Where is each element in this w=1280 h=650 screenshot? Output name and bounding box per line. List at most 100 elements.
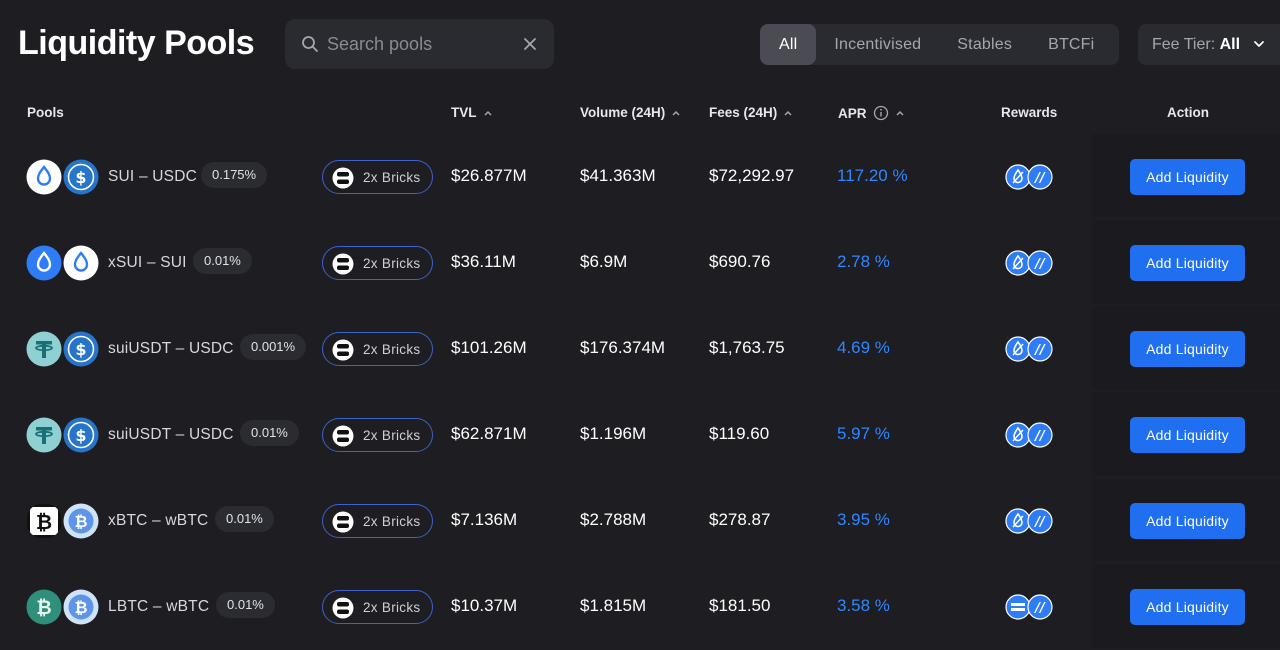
apr-value[interactable]: 117.20 % — [837, 166, 908, 185]
fee-badge: 0.175% — [201, 162, 268, 188]
pool-pair-name: SUI – USDC — [108, 168, 197, 185]
table-row[interactable]: $ suiUSDT – USDC 0.001% 2x Bricks $101.2… — [0, 306, 1280, 392]
table-row[interactable]: ₿ ₿ xBTC – wBTC 0.01% 2x Bricks $7.136M … — [0, 478, 1280, 564]
page-header: Liquidity Pools All Incentivised Stables… — [0, 0, 1280, 90]
fees-value: $181.50 — [709, 596, 771, 615]
add-liquidity-button[interactable]: Add Liquidity — [1130, 331, 1245, 367]
chevron-down-icon — [1254, 41, 1264, 47]
page-title: Liquidity Pools — [18, 24, 255, 62]
tab-btcfi[interactable]: BTCFi — [1048, 36, 1095, 53]
header-pools: Pools — [27, 105, 64, 120]
search-icon — [302, 36, 318, 52]
tvl-value: $62.871M — [451, 424, 527, 443]
add-liquidity-button[interactable]: Add Liquidity — [1130, 159, 1245, 195]
tab-stables[interactable]: Stables — [957, 36, 1013, 53]
volume-value: $176.374M — [580, 338, 666, 357]
svg-text:$: $ — [75, 340, 86, 359]
sui-icon — [26, 159, 62, 195]
apr-value[interactable]: 5.97 % — [837, 424, 890, 443]
svg-text:₿: ₿ — [74, 512, 87, 531]
table-row[interactable]: ₿ ₿ LBTC – wBTC 0.01% 2x Bricks $10.37M … — [0, 564, 1280, 650]
bricks-badge[interactable]: 2x Bricks — [322, 418, 433, 452]
usdt-icon — [26, 331, 62, 367]
lbtc-reward-icon[interactable]: // — [1005, 594, 1053, 620]
apr-value[interactable]: 3.95 % — [837, 510, 890, 529]
usdt-icon — [26, 417, 62, 453]
svg-text:₿: ₿ — [36, 510, 52, 534]
header-fees[interactable]: Fees (24H) — [709, 105, 793, 120]
apr-value[interactable]: 4.69 % — [837, 338, 890, 357]
token-pair-icons: ₿ ₿ — [26, 589, 100, 625]
svg-text://: // — [1033, 171, 1046, 186]
svg-text:₿: ₿ — [74, 598, 87, 617]
wbtc-icon: ₿ — [63, 503, 99, 539]
svg-text:$: $ — [75, 168, 86, 187]
bricks-label: 2x Bricks — [363, 600, 421, 615]
fee-badge: 0.01% — [240, 420, 299, 446]
tab-all[interactable]: All — [760, 24, 817, 65]
add-liquidity-button[interactable]: Add Liquidity — [1130, 589, 1245, 625]
fees-value: $1,763.75 — [709, 338, 785, 357]
tvl-value: $26.877M — [451, 166, 527, 185]
bricks-icon — [332, 167, 354, 189]
pool-pair-name: LBTC – wBTC — [108, 598, 210, 615]
search-box[interactable] — [285, 19, 554, 69]
sort-up-icon — [895, 110, 904, 116]
volume-value: $6.9M — [580, 252, 628, 271]
apr-value[interactable]: 2.78 % — [837, 252, 890, 271]
sui-icon — [63, 245, 99, 281]
fee-badge: 0.01% — [193, 248, 252, 274]
header-volume[interactable]: Volume (24H) — [580, 105, 681, 120]
fee-badge: 0.01% — [216, 592, 275, 618]
sui-reward-icon[interactable]: // — [1005, 250, 1053, 276]
token-pair-icons: ₿ ₿ — [26, 503, 100, 539]
table-row[interactable]: $ SUI – USDC 0.175% 2x Bricks $26.877M $… — [0, 134, 1280, 220]
svg-text://: // — [1033, 429, 1046, 444]
bricks-badge[interactable]: 2x Bricks — [322, 160, 433, 194]
usdc-icon: $ — [63, 417, 99, 453]
pool-pair-name: suiUSDT – USDC — [108, 426, 234, 443]
bricks-icon — [332, 425, 354, 447]
fee-tier-dropdown[interactable]: Fee Tier: All — [1138, 24, 1280, 65]
bricks-label: 2x Bricks — [363, 170, 421, 185]
apr-value[interactable]: 3.58 % — [837, 596, 890, 615]
lbtc-icon: ₿ — [26, 589, 62, 625]
bricks-label: 2x Bricks — [363, 256, 421, 271]
sui-reward-icon[interactable]: // — [1005, 508, 1053, 534]
header-rewards: Rewards — [1001, 105, 1058, 120]
add-liquidity-button[interactable]: Add Liquidity — [1130, 503, 1245, 539]
sui-reward-icon[interactable]: // — [1005, 336, 1053, 362]
volume-value: $1.815M — [580, 596, 647, 615]
svg-text://: // — [1033, 343, 1046, 358]
bricks-badge[interactable]: 2x Bricks — [322, 332, 433, 366]
fee-badge: 0.001% — [240, 334, 307, 360]
bricks-label: 2x Bricks — [363, 514, 421, 529]
header-tvl[interactable]: TVL — [451, 105, 493, 120]
bricks-badge[interactable]: 2x Bricks — [322, 590, 433, 624]
search-input[interactable] — [327, 31, 507, 57]
xsui-icon — [26, 245, 62, 281]
tab-incentivised[interactable]: Incentivised — [834, 36, 922, 53]
add-liquidity-button[interactable]: Add Liquidity — [1130, 417, 1245, 453]
bricks-badge[interactable]: 2x Bricks — [322, 246, 433, 280]
add-liquidity-button[interactable]: Add Liquidity — [1130, 245, 1245, 281]
table-row[interactable]: $ suiUSDT – USDC 0.01% 2x Bricks $62.871… — [0, 392, 1280, 478]
header-apr[interactable]: APR — [838, 105, 905, 121]
table-row[interactable]: xSUI – SUI 0.01% 2x Bricks $36.11M $6.9M… — [0, 220, 1280, 306]
fees-value: $278.87 — [709, 510, 771, 529]
svg-text:₿: ₿ — [36, 597, 51, 619]
sort-up-icon — [672, 110, 680, 116]
sui-reward-icon[interactable]: // — [1005, 164, 1053, 190]
info-icon[interactable] — [873, 105, 889, 121]
svg-text://: // — [1033, 601, 1046, 616]
fee-badge: 0.01% — [215, 506, 274, 532]
close-icon[interactable] — [522, 36, 538, 52]
bricks-label: 2x Bricks — [363, 428, 421, 443]
usdc-icon: $ — [63, 159, 99, 195]
fee-tier-value: All — [1219, 36, 1241, 53]
sui-reward-icon[interactable]: // — [1005, 422, 1053, 448]
token-pair-icons: $ — [26, 331, 100, 367]
bricks-badge[interactable]: 2x Bricks — [322, 504, 433, 538]
svg-text://: // — [1033, 257, 1046, 272]
fees-value: $690.76 — [709, 252, 771, 271]
